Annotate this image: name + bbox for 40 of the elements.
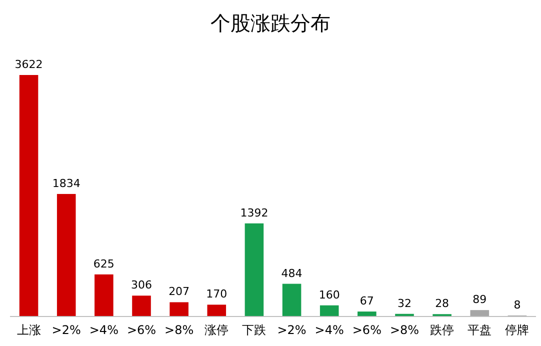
x-tick-label: >2% bbox=[52, 323, 81, 337]
x-tick-label: 上涨 bbox=[16, 323, 41, 337]
data-label: 3622 bbox=[14, 58, 43, 71]
x-tick-label: >8% bbox=[390, 323, 420, 337]
x-tick-label: >4% bbox=[314, 323, 344, 337]
data-label: 67 bbox=[360, 294, 374, 308]
data-label: 28 bbox=[435, 297, 450, 310]
x-tick-label: 涨停 bbox=[204, 323, 229, 337]
data-label: 625 bbox=[93, 257, 114, 270]
bar bbox=[207, 304, 226, 316]
data-label: 89 bbox=[472, 293, 487, 306]
x-tick-label: 平盘 bbox=[468, 323, 492, 337]
data-label: 160 bbox=[318, 288, 340, 302]
x-tick-label: >8% bbox=[164, 323, 194, 337]
data-label: 484 bbox=[281, 266, 302, 280]
x-tick-label: >4% bbox=[89, 323, 118, 337]
bar bbox=[282, 284, 302, 316]
x-tick-label: >6% bbox=[126, 323, 156, 337]
x-tick-label: 跌停 bbox=[430, 323, 454, 337]
bar bbox=[170, 302, 188, 316]
x-tick-label: >6% bbox=[352, 323, 382, 337]
x-tick-label: 停牌 bbox=[505, 323, 530, 337]
data-label: 32 bbox=[398, 296, 412, 310]
bar bbox=[19, 75, 38, 316]
bar bbox=[244, 223, 264, 316]
x-tick-label: 下跌 bbox=[242, 323, 266, 337]
data-label: 8 bbox=[514, 298, 521, 312]
bar bbox=[470, 310, 490, 316]
data-label: 1834 bbox=[52, 176, 80, 190]
bar bbox=[358, 312, 376, 316]
data-label: 1392 bbox=[240, 206, 268, 220]
bar bbox=[320, 305, 339, 316]
bar bbox=[56, 194, 76, 316]
chart-title: 个股涨跌分布 bbox=[210, 11, 330, 35]
data-label: 170 bbox=[206, 288, 228, 301]
data-label: 207 bbox=[168, 285, 190, 298]
data-label: 306 bbox=[131, 278, 152, 292]
bar bbox=[132, 296, 151, 316]
x-tick-label: >2% bbox=[277, 323, 306, 337]
bar bbox=[94, 274, 114, 316]
